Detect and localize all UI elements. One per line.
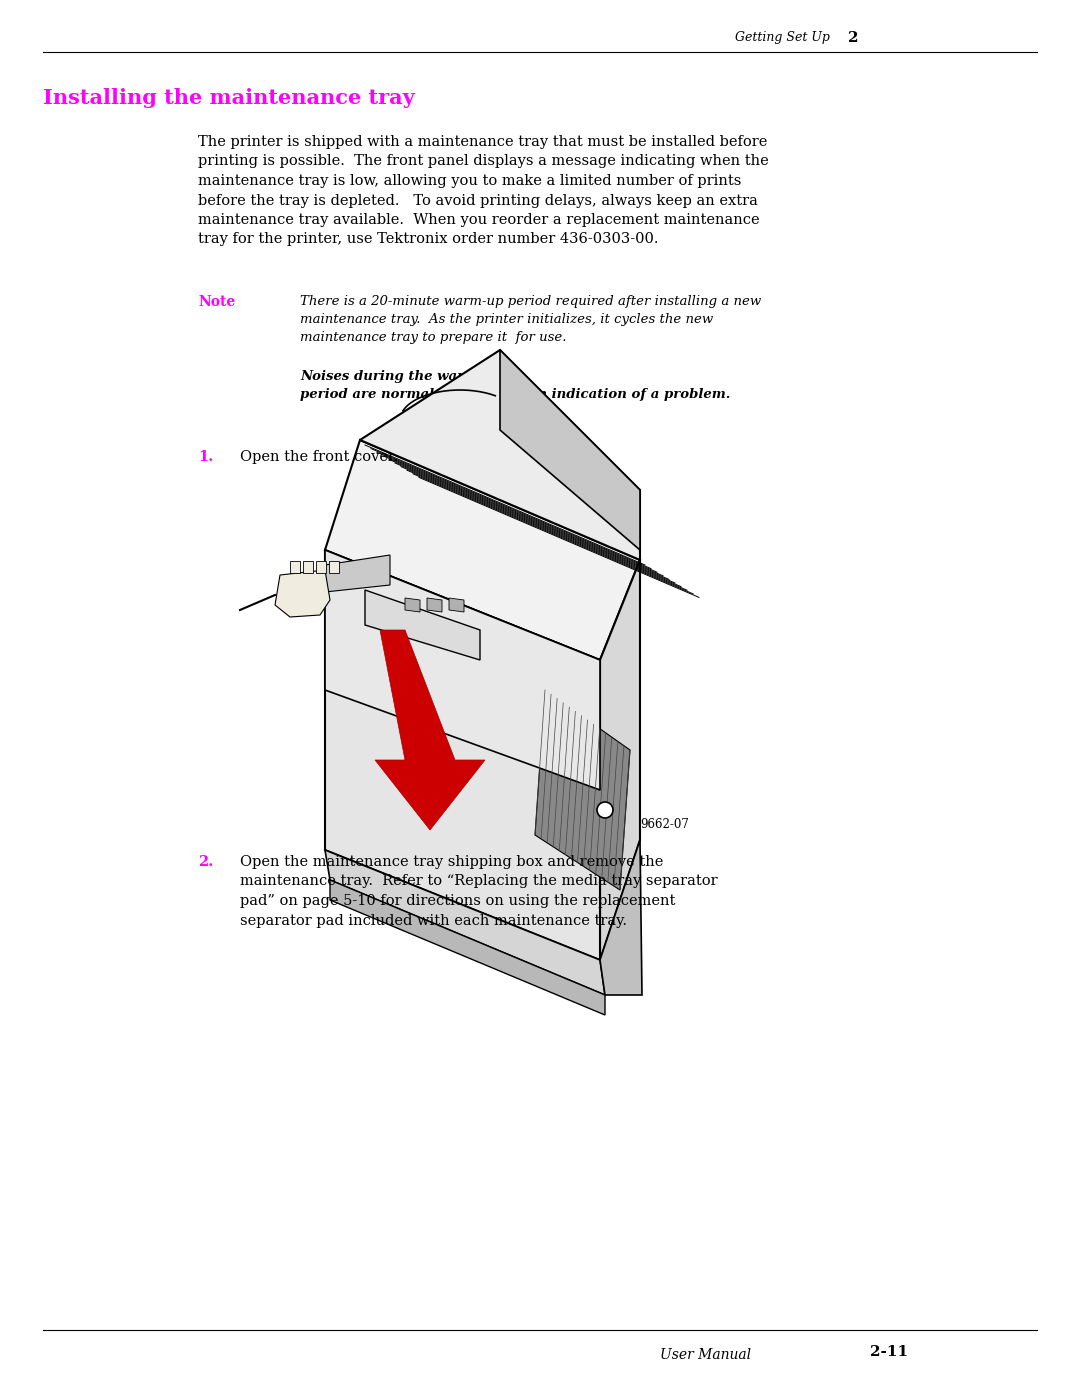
Polygon shape (325, 440, 640, 659)
Text: 2: 2 (848, 31, 859, 45)
Text: Getting Set Up: Getting Set Up (735, 32, 831, 45)
Polygon shape (291, 562, 300, 573)
Text: 1.: 1. (198, 450, 213, 464)
Polygon shape (500, 351, 640, 550)
Polygon shape (427, 598, 442, 612)
Text: There is a 20-minute warm-up period required after installing a new
maintenance : There is a 20-minute warm-up period requ… (300, 295, 761, 344)
Circle shape (597, 802, 613, 819)
Polygon shape (330, 880, 605, 1016)
Polygon shape (329, 562, 339, 573)
Polygon shape (375, 630, 485, 830)
Text: Note: Note (198, 295, 235, 309)
Text: User Manual: User Manual (660, 1348, 751, 1362)
Text: The printer is shipped with a maintenance tray that must be installed before
pri: The printer is shipped with a maintenanc… (198, 136, 769, 246)
Polygon shape (275, 570, 330, 617)
Polygon shape (325, 555, 390, 592)
Polygon shape (303, 562, 313, 573)
Polygon shape (600, 560, 640, 960)
Polygon shape (365, 590, 480, 659)
Text: 2-11: 2-11 (870, 1345, 908, 1359)
Polygon shape (325, 550, 600, 960)
Text: Installing the maintenance tray: Installing the maintenance tray (43, 88, 415, 108)
Polygon shape (325, 550, 600, 789)
Polygon shape (600, 840, 642, 995)
Polygon shape (316, 562, 326, 573)
Polygon shape (405, 598, 420, 612)
Polygon shape (449, 598, 464, 612)
Polygon shape (360, 351, 640, 560)
Text: Open the maintenance tray shipping box and remove the
maintenance tray.  Refer t: Open the maintenance tray shipping box a… (240, 855, 717, 928)
Polygon shape (325, 849, 605, 995)
Text: Open the front cover.: Open the front cover. (240, 450, 399, 464)
Text: 2.: 2. (198, 855, 213, 869)
Text: Noises during the warm-up
period are normal and are not an indication of a probl: Noises during the warm-up period are nor… (300, 370, 730, 401)
Polygon shape (535, 690, 630, 890)
Text: 9662-07: 9662-07 (640, 819, 689, 831)
